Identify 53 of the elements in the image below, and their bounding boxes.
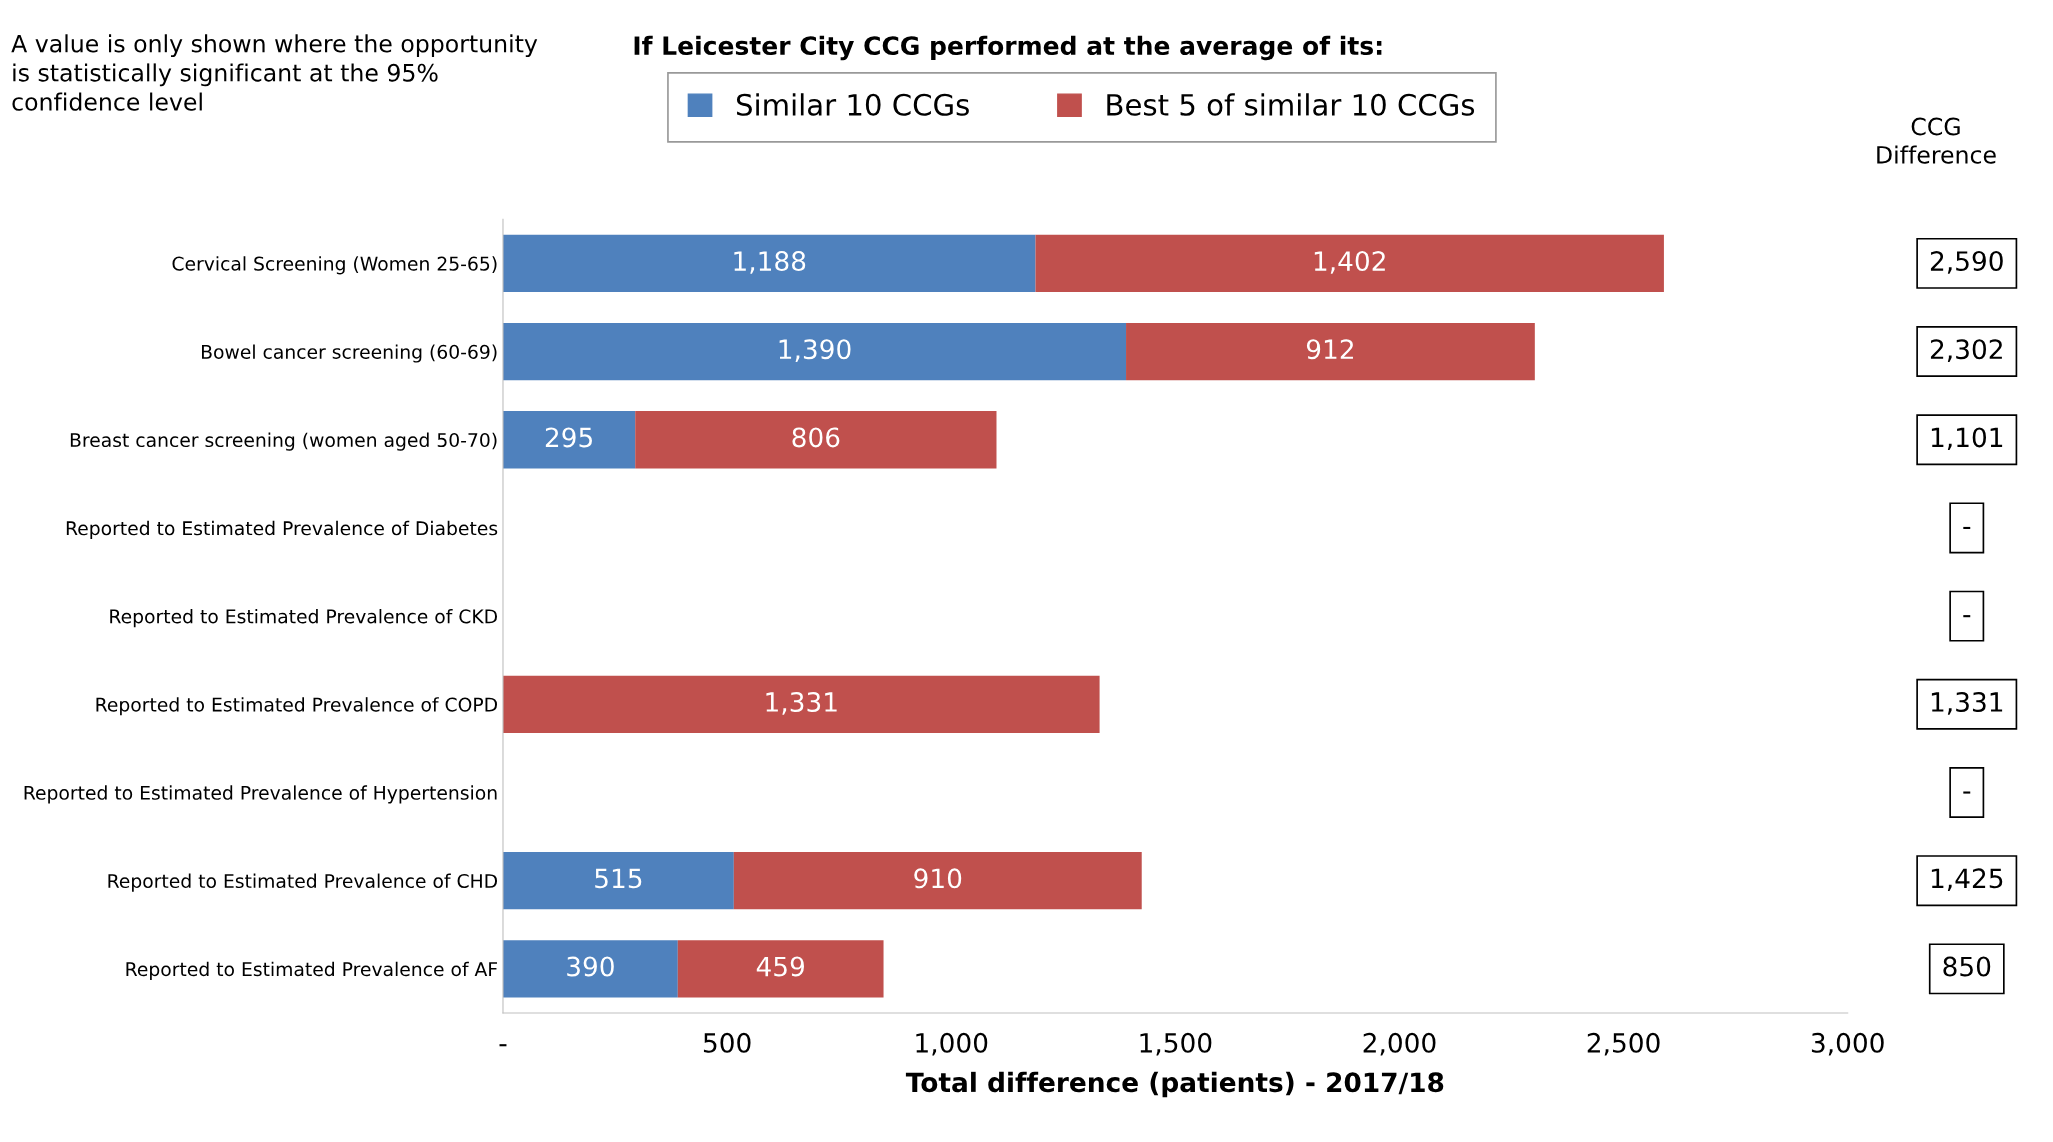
x-tick-label: 500: [703, 1032, 751, 1053]
x-tick-label: 2,000: [1363, 1032, 1436, 1056]
y-tick-label: Reported to Estimated Prevalence of CHD: [108, 873, 498, 892]
chart-title: If Leicester City CCG performed at the average of its:: [634, 35, 1382, 61]
bar: [502, 940, 678, 998]
y-tick-label: Cervical Screening (Women 25-65): [172, 256, 497, 275]
x-tick-label: -: [499, 1044, 507, 1047]
bar: [677, 940, 884, 998]
y-tick-label: Reported to Estimated Prevalence of CKD: [110, 608, 498, 628]
data-label: 295: [545, 427, 592, 448]
text: 2,302: [1930, 339, 2002, 362]
bar: [502, 852, 734, 910]
bar: [635, 411, 997, 469]
bar: [502, 234, 1036, 293]
y-tick-label: Reported to Estimated Prevalence of Hypertension: [24, 785, 497, 804]
data-label: 1,402: [1314, 251, 1385, 274]
y-tick-label: Bowel cancer screening (60-69): [202, 344, 497, 363]
bar: [502, 411, 636, 469]
text: CCG Difference: [1877, 117, 1996, 164]
x-tick-label: 1,500: [1140, 1032, 1212, 1056]
y-tick-label: Breast cancer screening (women aged 50-70): [70, 432, 497, 451]
bar: [1035, 234, 1664, 293]
text: -: [1963, 615, 1971, 618]
bar: [1126, 322, 1535, 381]
text: 2,590: [1930, 251, 2003, 274]
data-label: 1,390: [779, 339, 851, 362]
y-tick-label: Reported to Estimated Prevalence of COPD: [96, 697, 498, 716]
y-tick-label: Reported to Estimated Prevalence of AF: [126, 961, 498, 980]
x-tick-label: 3,000: [1811, 1032, 1884, 1056]
data-label: 910: [914, 868, 962, 889]
text: A value is only shown where the opportunity is statistically significant at the 95% confidence level: [11, 34, 538, 111]
text: 1,331: [1931, 691, 2003, 715]
text: -: [1963, 526, 1971, 530]
bar: [733, 852, 1142, 910]
data-label: 912: [1306, 339, 1353, 360]
legend-label: Similar 10 CCGs: [736, 93, 969, 116]
legend-label: Best 5 of similar 10 CCGs: [1107, 93, 1475, 116]
data-label: 515: [595, 868, 642, 889]
data-label: 459: [756, 956, 804, 977]
x-tick-label: 2,500: [1587, 1032, 1660, 1056]
bar: [502, 322, 1127, 381]
data-label: 1,331: [766, 691, 837, 715]
data-label: 390: [567, 956, 614, 977]
y-tick-label: Reported to Estimated Prevalence of Diabetes: [66, 520, 498, 539]
text: 850: [1943, 956, 1991, 977]
data-label: 806: [792, 427, 840, 448]
data-label: 1,188: [734, 251, 806, 274]
text: 1,425: [1931, 868, 2003, 892]
text: -: [1963, 791, 1971, 794]
text: 1,101: [1931, 427, 2003, 451]
x-tick-label: 1,000: [916, 1032, 988, 1056]
x-axis-title: Total difference (patients) - 2017/18: [905, 1071, 1444, 1098]
bar: [502, 675, 1100, 733]
